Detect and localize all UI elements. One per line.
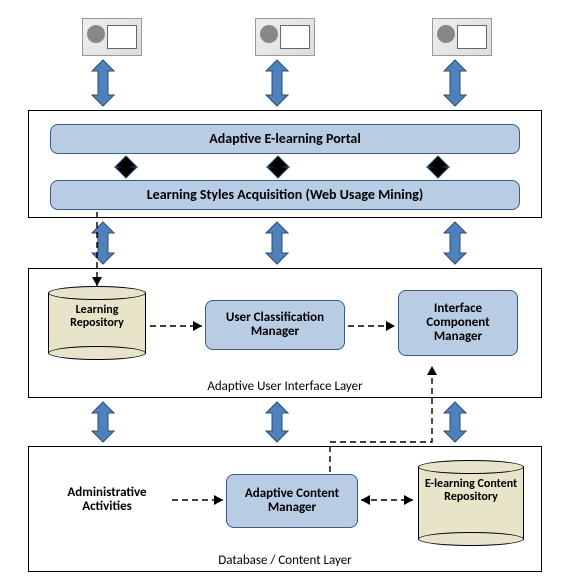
dashed-arrow [164, 492, 231, 508]
box-lsa: Learning Styles Acquisition (Web Usage M… [50, 180, 520, 210]
dashed-arrow [89, 204, 105, 294]
double-arrow [266, 222, 288, 264]
double-arrow [444, 222, 466, 264]
double-arrow [427, 156, 449, 178]
double-arrow [266, 402, 288, 442]
double-arrow [444, 60, 466, 106]
box-portal: Adaptive E-learning Portal [50, 124, 520, 154]
double-arrow [266, 60, 288, 106]
dashed-arrow [340, 318, 403, 334]
dashed-arrow [142, 318, 210, 334]
double-arrow [115, 156, 137, 178]
user-image [432, 18, 492, 56]
user-image [255, 18, 315, 56]
text-admin: Administrative Activities [42, 480, 172, 520]
cylinder-lr: Learning Repository [48, 286, 146, 360]
dashed-arrow [353, 492, 421, 508]
box-icm: Interface Component Manager [398, 290, 518, 356]
double-arrow [267, 156, 289, 178]
box-acm: Adaptive Content Manager [226, 474, 358, 528]
double-arrow [92, 402, 114, 442]
user-image [82, 18, 142, 56]
box-ucm: User Classification Manager [205, 300, 345, 350]
dashed-arrow [322, 358, 440, 480]
layer-caption-bot: Database / Content Layer [145, 552, 425, 570]
double-arrow [444, 402, 466, 442]
double-arrow [92, 60, 114, 106]
